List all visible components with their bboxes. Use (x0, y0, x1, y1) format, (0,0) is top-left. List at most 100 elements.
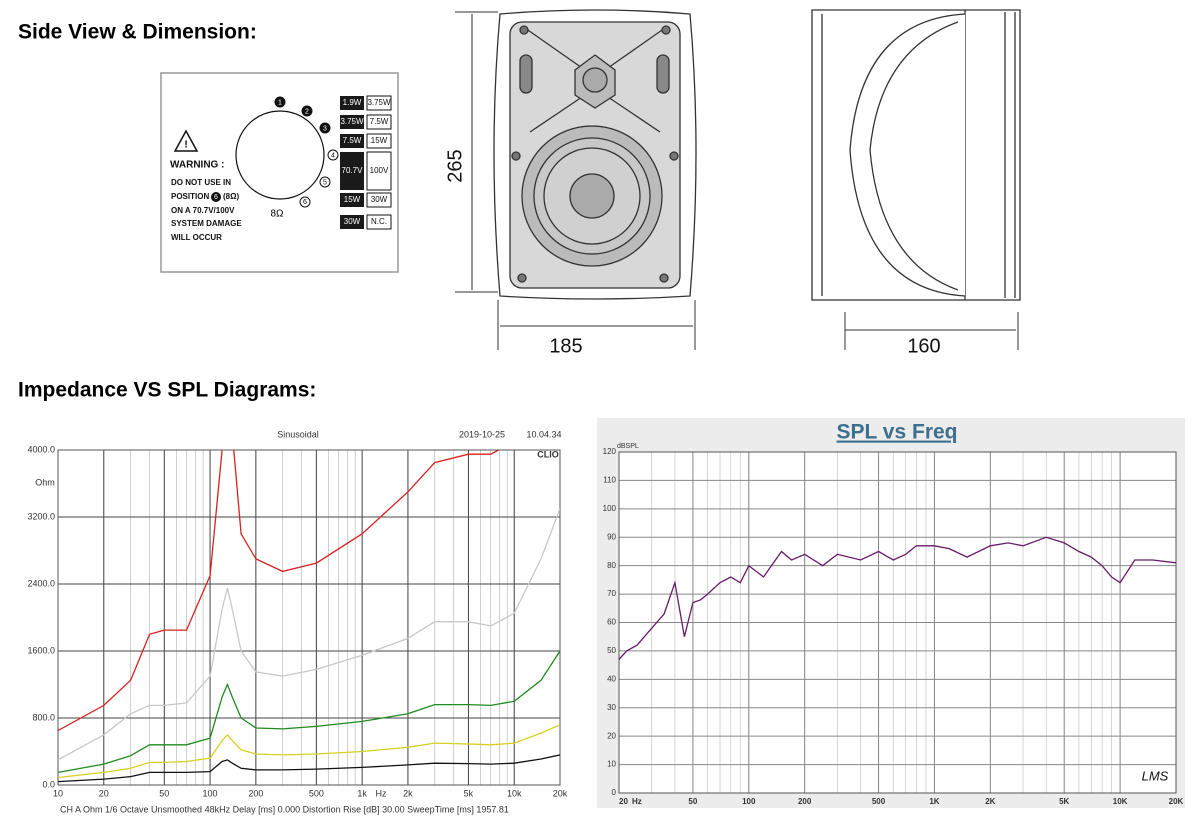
tap-table: 1 1.9W 3.75W 2 3.75W 7.5W 3 7.5W 15W 4 70.7V 100V 5 1… (274, 95, 392, 230)
series-group (58, 450, 560, 783)
chart-title: Sinusoidal (277, 429, 319, 439)
impedance-label: 8Ω (270, 209, 284, 220)
y-tick-label: 0 (612, 788, 617, 797)
y-tick-label: 40 (607, 674, 616, 683)
dimension-label: 185 (549, 335, 582, 357)
tap-secondary: 30W (371, 195, 388, 204)
warning-text: SYSTEM DAMAGE (171, 219, 242, 228)
warning-text: ON A 70.7V/100V (171, 206, 235, 215)
x-tick-label: 2k (403, 788, 413, 798)
x-tick-label: 1k (357, 788, 367, 798)
y-tick-label: 20 (607, 731, 616, 740)
tap-secondary: 100V (370, 166, 389, 175)
number-badge (319, 122, 331, 134)
number-badge-text: 6 (214, 194, 218, 201)
y-unit: Ohm (35, 477, 55, 487)
chart-title: SPL vs Freq (837, 421, 958, 444)
y-tick-label: 2400.0 (27, 578, 55, 588)
signature: LMS (1142, 768, 1169, 783)
x-tick-label: 20K (1169, 797, 1184, 806)
terminal-circle (235, 110, 325, 200)
tap-secondary: 3.75W (367, 98, 391, 107)
number-badge-text: 3 (323, 125, 327, 132)
data-line (619, 536, 1176, 660)
x-tick-label: 5K (1059, 797, 1069, 806)
number-badge-text: 2 (305, 108, 309, 115)
side-view (811, 9, 1021, 350)
warning-text: DO NOT USE IN (171, 178, 231, 187)
dimension-label: 265 (444, 149, 466, 182)
series-group (619, 536, 1176, 660)
x-unit: Hz (376, 788, 387, 798)
y-tick-label: 10 (607, 760, 616, 769)
y-tick-label: 0.0 (42, 779, 55, 789)
x-tick-label: 200 (248, 788, 263, 798)
y-label: dBSPL (617, 443, 639, 450)
y-tick-label: 80 (607, 561, 616, 570)
tap-cell (340, 115, 364, 129)
y-tick-label: 4000.0 (27, 444, 55, 454)
y-tick-label: 50 (607, 646, 616, 655)
y-tick-label: 60 (607, 618, 616, 627)
x-tick-label: 500 (309, 788, 324, 798)
tap-primary: 7.5W (343, 136, 362, 145)
data-line (58, 724, 560, 779)
data-line (58, 508, 560, 761)
chart-date: 2019-10-25 (459, 429, 505, 439)
x-tick-label: 10K (1113, 797, 1128, 806)
y-tick-label: 110 (603, 476, 616, 485)
data-line (58, 650, 560, 774)
x-tick-label: 20 (99, 788, 109, 798)
tap-cell (340, 134, 364, 148)
y-tick-label: 1600.0 (27, 645, 55, 655)
number-badge-text: 4 (331, 152, 335, 159)
tap-primary: 70.7V (342, 166, 364, 175)
x-tick-label: 10k (507, 788, 522, 798)
y-tick-label: 70 (607, 589, 616, 598)
number-badge (327, 149, 339, 161)
number-badge (299, 196, 311, 208)
x-tick-label: 5k (464, 788, 474, 798)
tap-primary: 30W (344, 217, 361, 226)
x-tick-label: 200 (798, 797, 812, 806)
warning-icon: ! (184, 140, 187, 151)
tap-cell (340, 215, 364, 229)
warning-text: POSITION (171, 192, 209, 201)
x-tick-label: 10 (53, 788, 63, 798)
y-tick-label: 3200.0 (27, 511, 55, 521)
chart-footer: CH A Ohm 1/6 Octave Unsmoothed 48kHz Del… (60, 804, 509, 814)
brand: CLIO (537, 449, 559, 459)
x-tick-label: 1K (929, 797, 939, 806)
tap-cell (340, 193, 364, 207)
x-tick-label: 100 (742, 797, 756, 806)
tap-primary: 3.75W (340, 117, 364, 126)
tap-cell (366, 192, 392, 208)
x-tick-label: 50 (688, 797, 697, 806)
number-badge-text: 6 (303, 199, 307, 206)
x-tick-label: 20 (619, 797, 628, 806)
tap-secondary: 15W (371, 136, 388, 145)
tap-secondary: 7.5W (370, 117, 389, 126)
warning-text: (8Ω) (223, 192, 240, 201)
plot-frame (57, 449, 561, 786)
plot-frame (618, 451, 1177, 794)
warning-title: WARNING : (170, 160, 224, 171)
x-tick-label: 500 (872, 797, 886, 806)
tap-cell (366, 214, 392, 230)
warning-icon (173, 129, 199, 152)
tap-cell (366, 114, 392, 130)
number-badge-text: 1 (278, 99, 282, 106)
y-tick-label: 120 (603, 447, 617, 456)
chart-time: 10.04.34 (526, 429, 561, 439)
heading: Impedance VS SPL Diagrams: (18, 379, 316, 402)
number-badge (301, 105, 313, 117)
x-tick-label: 50 (159, 788, 169, 798)
plot-area (58, 450, 560, 785)
tap-secondary: N.C. (371, 217, 387, 226)
x-unit: Hz (632, 797, 642, 806)
front-view (455, 9, 697, 350)
number-badge-text: 5 (323, 179, 327, 186)
tap-label: ! WARNING : DO NOT USE IN POSITION 6 (8Ω… (160, 72, 399, 273)
x-tick-label: 100 (203, 788, 218, 798)
